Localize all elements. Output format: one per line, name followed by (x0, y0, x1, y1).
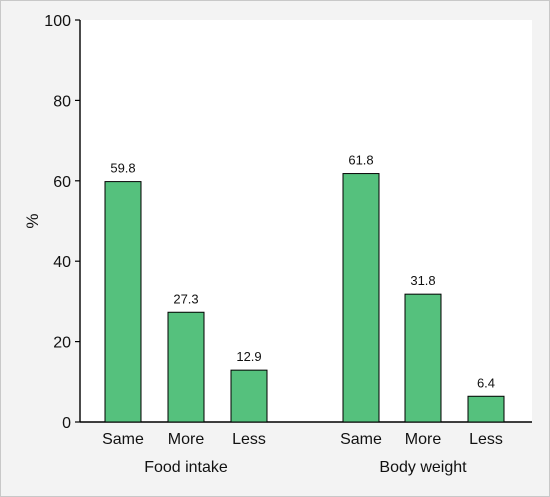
x-tick-label: Same (340, 431, 382, 448)
y-axis-title: % (23, 213, 42, 228)
data-label: 61.8 (348, 153, 373, 168)
bar (167, 311, 205, 423)
x-tick-label: More (168, 431, 205, 448)
bar (342, 173, 380, 423)
bar (104, 181, 142, 423)
y-tick-label: 0 (62, 415, 71, 432)
y-tick-label: 40 (53, 254, 71, 271)
data-label: 27.3 (173, 291, 198, 306)
data-label: 12.9 (236, 349, 261, 364)
y-tick-label: 80 (53, 93, 71, 110)
x-tick-label: Same (102, 431, 144, 448)
y-ticks: 0 20 40 60 80 100 (44, 13, 80, 432)
data-label: 6.4 (477, 375, 495, 390)
y-tick-label: 20 (53, 335, 71, 352)
bar-series: 59.8 27.3 12.9 61.8 31.8 6.4 (104, 153, 505, 423)
bar (404, 293, 442, 423)
group-labels: Food intake Body weight (144, 459, 467, 476)
data-label: 31.8 (410, 273, 435, 288)
x-tick-labels: Same More Less Same More Less (102, 431, 503, 448)
group-label: Food intake (144, 459, 228, 476)
y-tick-label: 100 (44, 13, 71, 30)
x-tick-label: Less (232, 431, 266, 448)
data-label: 59.8 (110, 161, 135, 176)
group-label: Body weight (379, 459, 467, 476)
plot-area (80, 20, 532, 422)
y-tick-label: 60 (53, 174, 71, 191)
bar (467, 395, 505, 423)
bar (230, 369, 268, 423)
x-tick-label: More (405, 431, 442, 448)
x-tick-label: Less (469, 431, 503, 448)
